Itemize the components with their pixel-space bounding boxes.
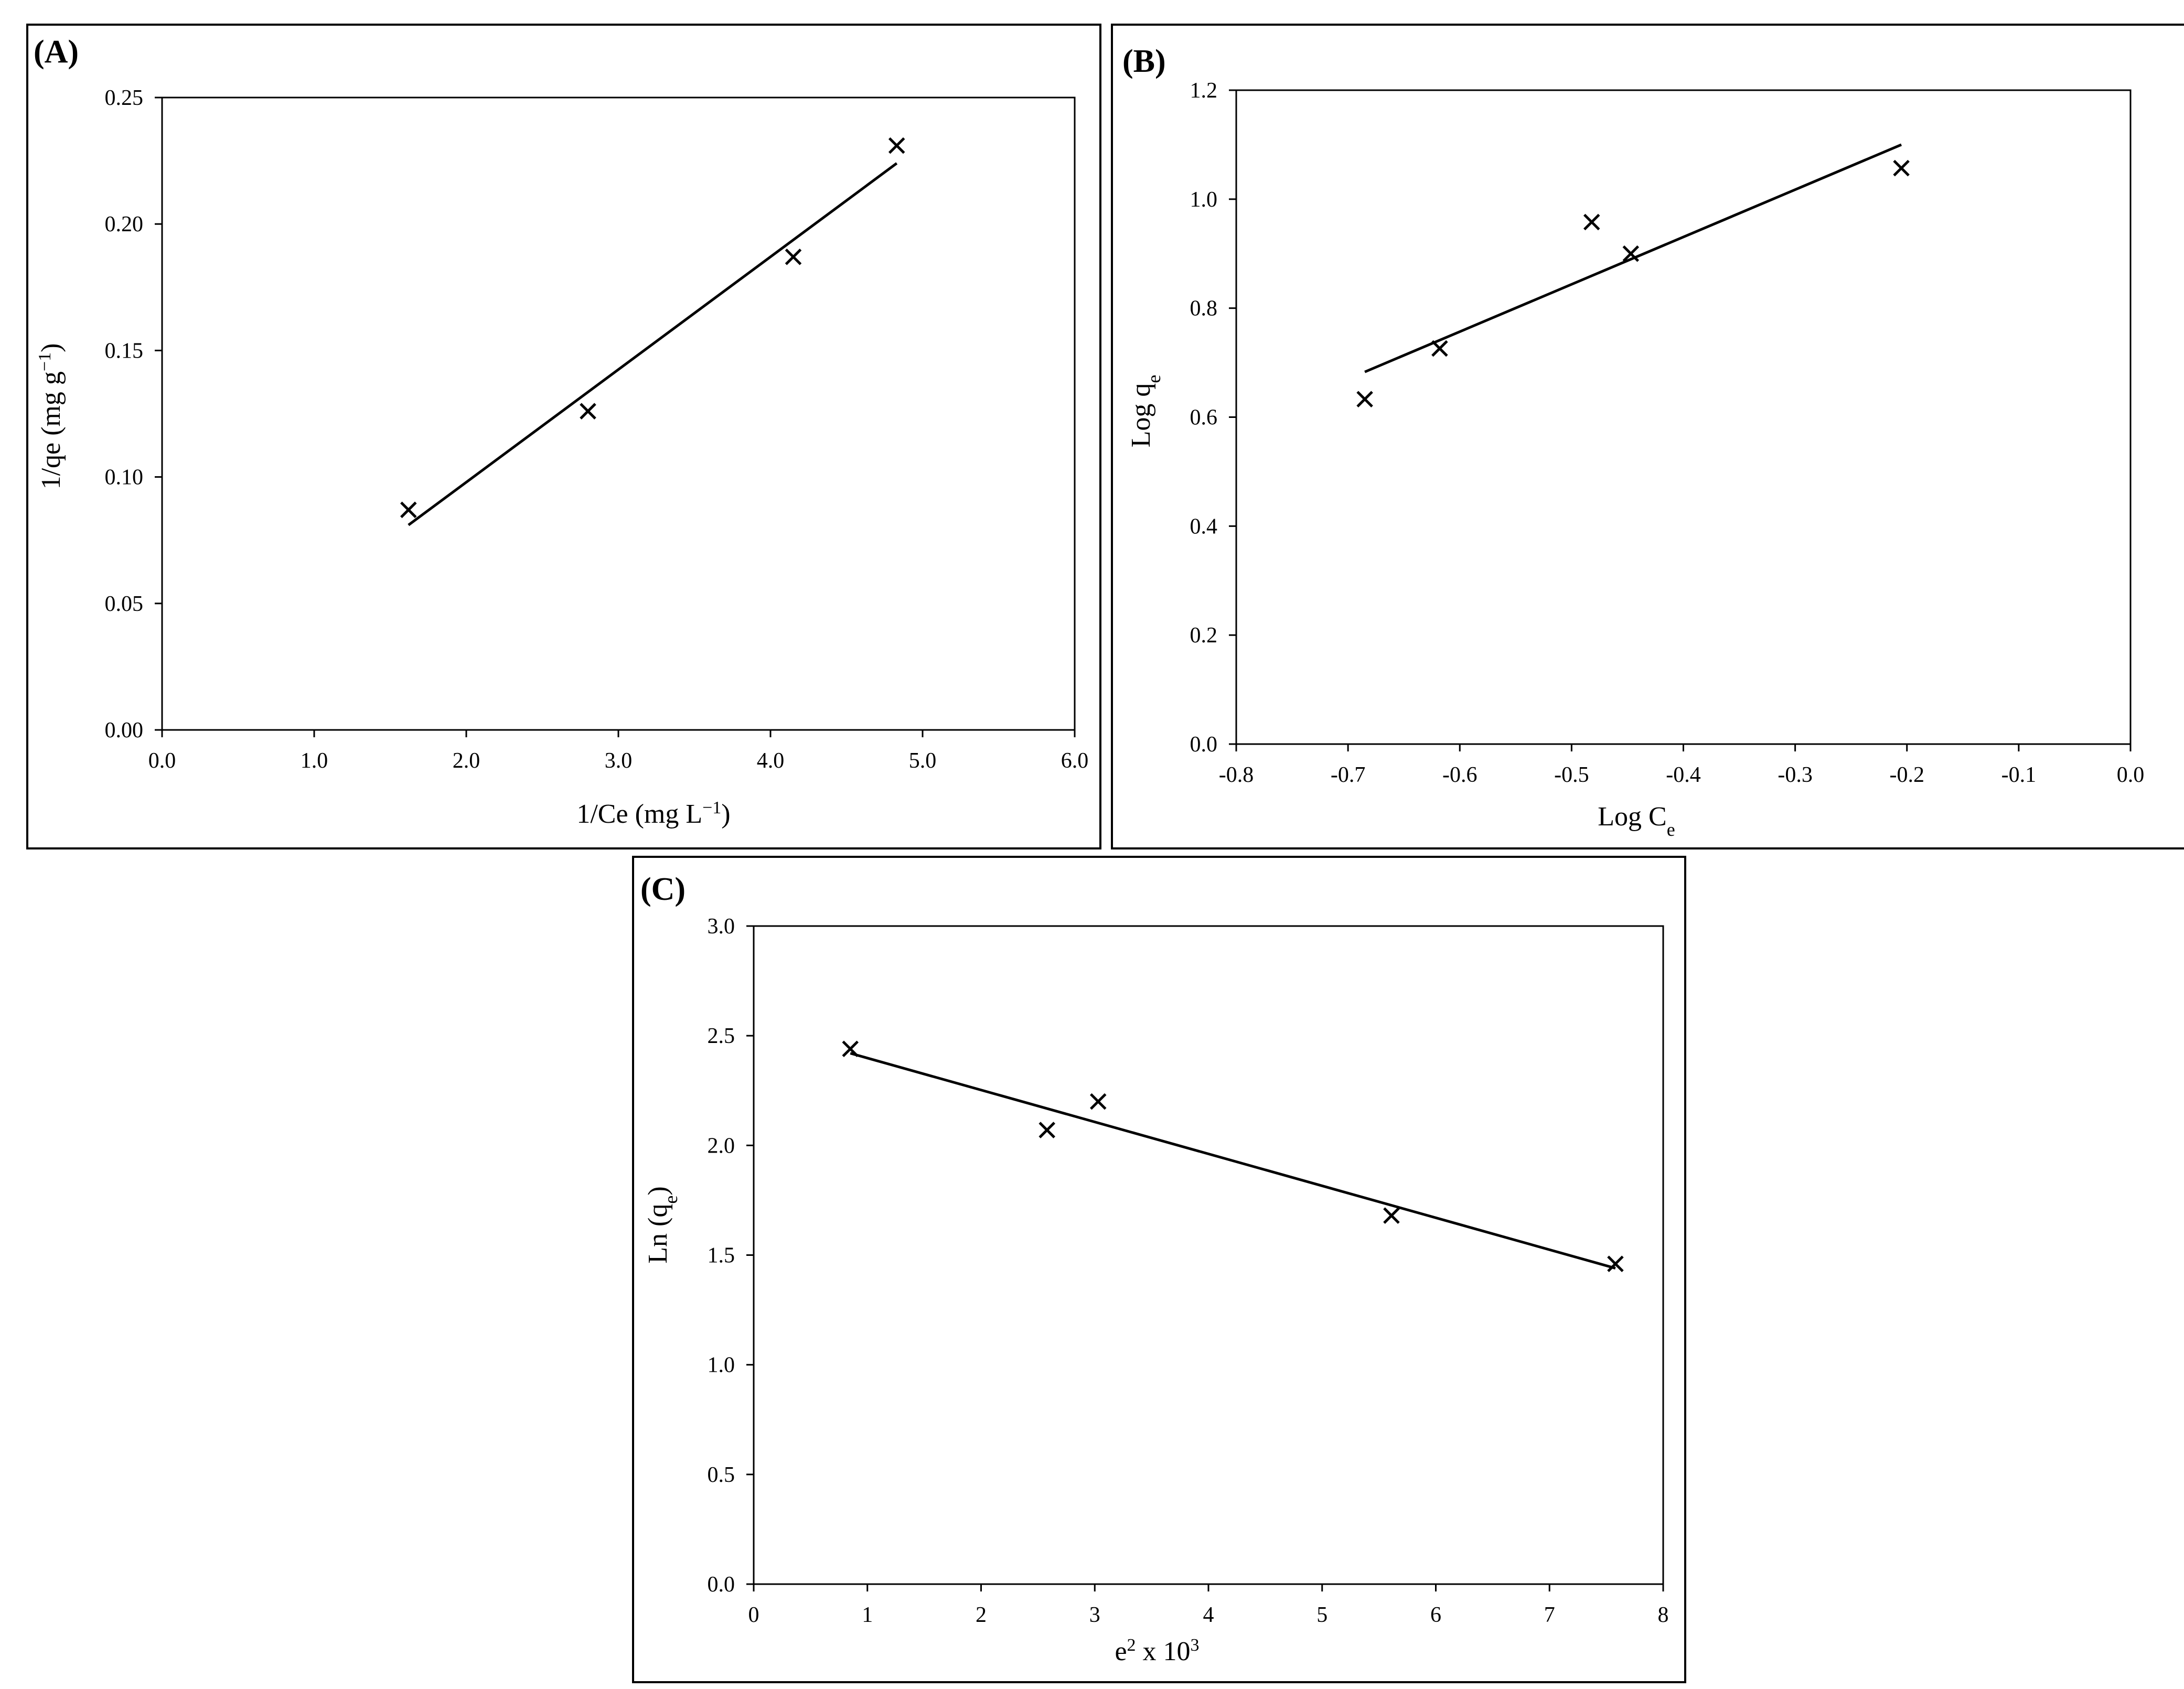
data-point-a xyxy=(888,137,905,154)
y-axis-title-c: Ln (qe) xyxy=(643,1186,681,1263)
y-tick-label-a: 0.20 xyxy=(105,212,144,236)
marker-stroke xyxy=(1622,245,1640,262)
y-tick-label-b: 0.4 xyxy=(1190,514,1218,539)
y-tick-label-c: 1.0 xyxy=(708,1353,735,1378)
y-tick-label-a: 0.15 xyxy=(105,339,144,363)
data-point-b xyxy=(1622,245,1640,262)
x-tick-label-b: -0.8 xyxy=(1219,763,1254,787)
y-tick-label-b: 0.0 xyxy=(1190,733,1218,757)
y-tick-label-b: 1.0 xyxy=(1190,188,1218,212)
x-tick-label-c: 8 xyxy=(1658,1603,1669,1627)
x-tick-label-b: -0.7 xyxy=(1331,763,1366,787)
marker-stroke xyxy=(1383,1207,1400,1224)
panel-b: (B) Log Ce Log qe -0.8 -0.7 -0.6 -0.5 -0.4 -0… xyxy=(1111,24,2184,849)
data-point-a xyxy=(785,249,802,265)
x-tick-label-b: -0.5 xyxy=(1554,763,1589,787)
panel-a: (A) 1/Ce (mg L−1) 1/qe (mg g−1) 0.0 1.0 2.… xyxy=(26,24,1101,849)
plot-area-a xyxy=(161,96,1076,731)
x-tick-label-a: 5.0 xyxy=(909,749,937,773)
x-tick-label-a: 4.0 xyxy=(757,749,785,773)
x-tick-label-c: 1 xyxy=(862,1603,873,1627)
x-tick-label-a: 2.0 xyxy=(453,749,480,773)
x-tick-label-c: 3 xyxy=(1089,1603,1100,1627)
panel-c: (C) e2 x 103 Ln (qe) 0 1 2 3 4 5 6 7 8 0.0 0.5 1.0 1… xyxy=(632,856,1686,1683)
trendline-a xyxy=(408,162,898,526)
x-tick-label-b: -0.2 xyxy=(1890,763,1925,787)
data-point-b xyxy=(1583,213,1600,231)
y-tick-label-c: 3.0 xyxy=(708,915,735,939)
x-tick-label-c: 2 xyxy=(976,1603,987,1627)
x-tick-label-b: -0.4 xyxy=(1666,763,1701,787)
marker-stroke xyxy=(1893,159,1910,177)
y-tick-label-b: 0.8 xyxy=(1190,297,1218,321)
marker-stroke xyxy=(580,403,596,419)
x-tick-label-b: 0.0 xyxy=(2117,763,2145,787)
x-axis-title-c: e2 x 103 xyxy=(1115,1636,1199,1667)
y-tick-label-b: 0.6 xyxy=(1190,406,1218,430)
data-point-b xyxy=(1893,159,1910,177)
plot-area-c xyxy=(753,925,1664,1585)
y-tick-label-c: 2.5 xyxy=(708,1024,735,1048)
y-tick-label-a: 0.25 xyxy=(105,86,144,110)
x-tick-label-b: -0.3 xyxy=(1778,763,1813,787)
y-tick-label-c: 0.5 xyxy=(708,1463,735,1487)
x-tick-label-c: 7 xyxy=(1544,1603,1555,1627)
marker-stroke xyxy=(888,137,905,154)
panel-label-b: (B) xyxy=(1122,44,1166,79)
panel-label-c: (C) xyxy=(640,872,686,907)
x-axis-title-b: Log Ce xyxy=(1598,802,1675,840)
data-point-c xyxy=(842,1040,859,1058)
marker-stroke xyxy=(785,249,802,265)
y-tick-label-b: 0.2 xyxy=(1190,623,1218,648)
chart-a-svg: (A) 1/Ce (mg L−1) 1/qe (mg g−1) 0.0 1.0 2.… xyxy=(34,34,1089,830)
x-tick-label-a: 0.0 xyxy=(148,749,176,773)
trendline-b xyxy=(1364,143,1902,373)
y-tick-label-c: 0.0 xyxy=(708,1573,735,1597)
data-point-b xyxy=(1431,340,1448,357)
chart-c-svg: (C) e2 x 103 Ln (qe) 0 1 2 3 4 5 6 7 8 0.0 0.5 1.0 1… xyxy=(640,872,1669,1667)
x-tick-label-c: 5 xyxy=(1316,1603,1327,1627)
chart-b-svg: (B) Log Ce Log qe -0.8 -0.7 -0.6 -0.5 -0.4 -0… xyxy=(1122,44,2145,840)
trendline-c xyxy=(850,1052,1616,1270)
panel-label-a: (A) xyxy=(34,34,79,70)
y-axis-title-a: 1/qe (mg g−1) xyxy=(35,343,67,490)
data-point-c xyxy=(1089,1093,1107,1110)
x-axis-title-a: 1/Ce (mg L−1) xyxy=(576,798,730,830)
x-tick-label-b: -0.1 xyxy=(2001,763,2037,787)
marker-stroke xyxy=(1039,1122,1055,1138)
x-tick-label-c: 0 xyxy=(748,1603,759,1627)
data-point-c xyxy=(1383,1207,1400,1224)
x-tick-label-a: 3.0 xyxy=(605,749,633,773)
x-tick-label-b: -0.6 xyxy=(1442,763,1478,787)
plot-area-b xyxy=(1235,89,2132,745)
y-tick-label-a: 0.05 xyxy=(105,592,144,616)
marker-stroke xyxy=(1431,340,1448,357)
marker-stroke xyxy=(842,1040,859,1058)
x-tick-label-a: 6.0 xyxy=(1061,749,1089,773)
data-point-c xyxy=(1607,1255,1624,1273)
data-point-b xyxy=(1356,391,1373,407)
marker-stroke xyxy=(1583,213,1600,231)
y-tick-label-a: 0.00 xyxy=(105,718,144,743)
data-point-a xyxy=(400,501,417,519)
data-point-a xyxy=(580,403,596,419)
y-tick-label-b: 1.2 xyxy=(1190,79,1218,103)
x-tick-label-c: 4 xyxy=(1203,1603,1214,1627)
marker-stroke xyxy=(1356,391,1373,407)
marker-stroke xyxy=(400,501,417,519)
y-axis-title-b: Log qe xyxy=(1126,375,1164,448)
x-tick-label-a: 1.0 xyxy=(301,749,328,773)
x-tick-label-c: 6 xyxy=(1430,1603,1441,1627)
y-tick-label-c: 1.5 xyxy=(708,1244,735,1268)
data-point-c xyxy=(1039,1122,1055,1138)
y-tick-label-c: 2.0 xyxy=(708,1134,735,1158)
y-tick-label-a: 0.10 xyxy=(105,466,144,490)
marker-stroke xyxy=(1089,1093,1107,1110)
marker-stroke xyxy=(1607,1255,1624,1273)
